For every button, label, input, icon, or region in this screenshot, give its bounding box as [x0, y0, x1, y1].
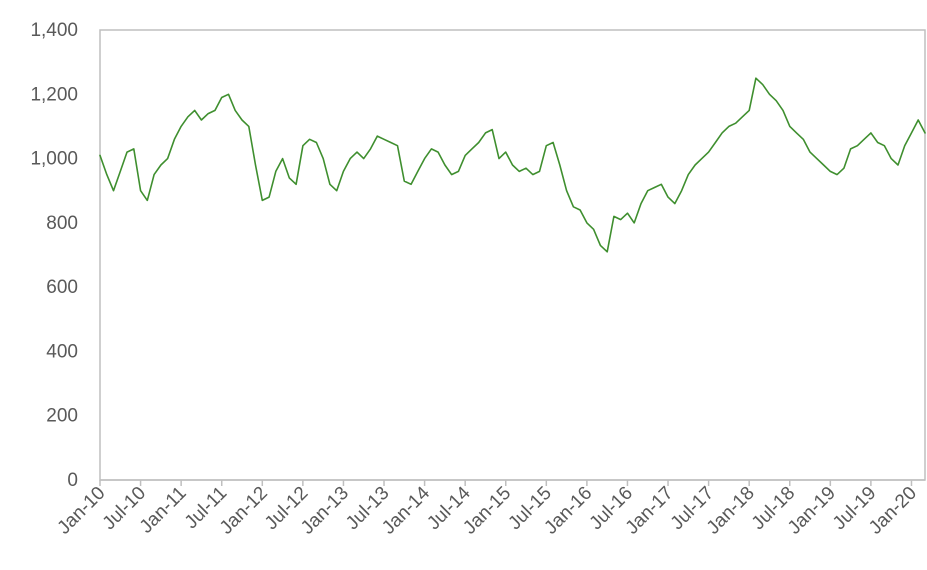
y-tick-label: 1,000: [30, 149, 78, 170]
plot-frame: [99, 29, 926, 481]
y-tick-label: 400: [46, 341, 78, 362]
x-axis-ticks: Jan-10Jul-10Jan-11Jul-11Jan-12Jul-12Jan-…: [54, 480, 921, 539]
y-tick-label: 0: [67, 470, 78, 491]
x-tick-label: Jan-11: [136, 483, 191, 538]
y-tick-label: 1,200: [30, 84, 78, 105]
y-tick-label: 600: [46, 277, 78, 298]
x-tick-label: Jan-10: [54, 483, 110, 539]
y-tick-label: 800: [46, 213, 78, 234]
y-axis-ticks: 0 200 400 600 800 1,000 1,200 1,400: [30, 20, 78, 491]
y-tick-label: 200: [46, 406, 78, 427]
series-group: [99, 77, 926, 253]
series-line: [99, 77, 926, 253]
y-tick-label: 1,400: [30, 20, 78, 41]
